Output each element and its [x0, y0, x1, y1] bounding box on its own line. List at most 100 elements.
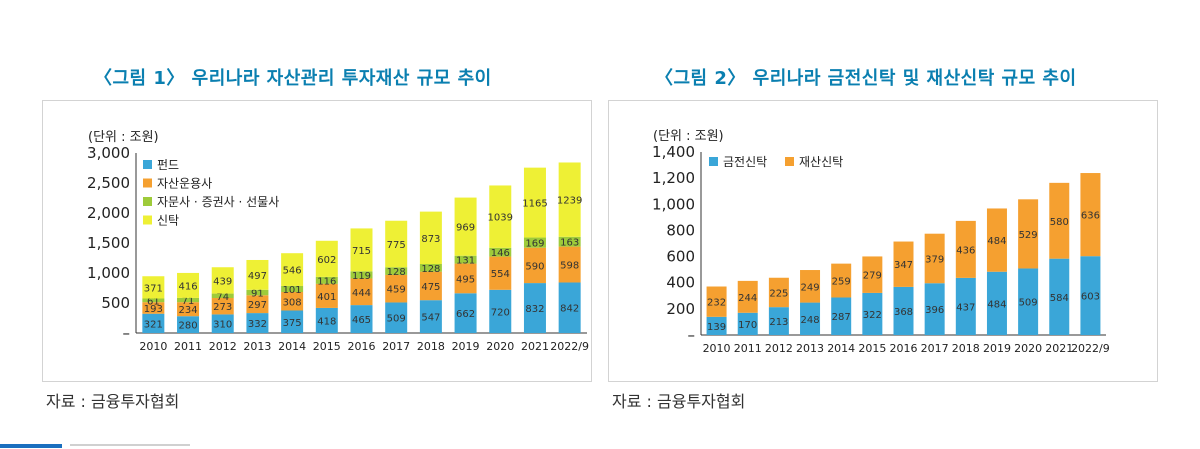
unit-label: (단위 : 조원)	[653, 129, 724, 144]
bar-segment	[350, 278, 373, 306]
bar-segment	[315, 283, 338, 308]
bar-segment	[177, 272, 200, 298]
x-tick-label: 2021	[521, 340, 549, 353]
bar-segment	[862, 292, 883, 335]
legend-swatch	[709, 157, 718, 166]
data-label: 232	[707, 298, 726, 309]
chart2-plot: (단위 : 조원) – 200 400 600 800 1,000 1,200 1,400 139…	[652, 129, 1110, 355]
chart1-title: 〈그림 1〉 우리나라 자산관리 투자재산 규모 추이	[94, 68, 492, 89]
bar-segment	[1080, 256, 1101, 335]
y-tick-label: –	[123, 324, 131, 342]
bar-segment	[315, 307, 338, 333]
y-tick-label: –	[688, 326, 696, 344]
bar-segment	[246, 259, 269, 290]
data-label: 347	[894, 260, 913, 271]
data-label: 584	[1050, 293, 1069, 304]
bar-segment	[419, 264, 442, 272]
data-label: 273	[213, 302, 232, 313]
x-tick-label: 2022/9	[550, 340, 589, 353]
bar-segment	[1049, 182, 1070, 259]
legend-swatch	[143, 178, 152, 188]
data-label: 119	[352, 271, 371, 282]
data-label: 465	[352, 315, 371, 326]
data-label: 297	[248, 300, 267, 311]
data-label: 321	[144, 319, 163, 330]
data-label: 832	[525, 304, 544, 315]
bar-segment	[924, 283, 945, 335]
data-label: 546	[283, 266, 302, 277]
bar-segment	[706, 286, 727, 317]
bar-segment	[955, 220, 976, 278]
x-tick-label: 2012	[209, 340, 237, 353]
x-tick-label: 2020	[1014, 342, 1042, 355]
data-label: 193	[144, 304, 163, 315]
bar-segment	[523, 237, 546, 248]
legend-label: 신탁	[157, 214, 179, 228]
bar-segment	[1018, 199, 1039, 269]
data-label: 146	[491, 248, 510, 259]
data-label: 475	[421, 282, 440, 293]
x-tick-label: 2010	[139, 340, 167, 353]
chart1-panel: (단위 : 조원) – 500 1,000 1,500 2,000 2,500 3,000 32…	[42, 100, 592, 382]
y-tick-label: 2,500	[87, 174, 130, 192]
y-tick-label: 500	[101, 294, 130, 312]
x-tick-label: 2015	[313, 340, 341, 353]
chart2-panel: (단위 : 조원) – 200 400 600 800 1,000 1,200 1,400 139…	[608, 100, 1158, 382]
chart1-source: 자료 : 금융투자협회	[46, 392, 180, 411]
x-tick-label: 2019	[983, 342, 1011, 355]
data-label: 416	[178, 281, 197, 292]
bar-segment	[211, 314, 234, 333]
bar-segment	[523, 247, 546, 284]
unit-label: (단위 : 조원)	[88, 130, 159, 145]
data-label: 775	[387, 240, 406, 251]
data-label: 580	[1050, 217, 1069, 228]
bar-segment	[1018, 268, 1039, 335]
x-tick-label: 2019	[452, 340, 480, 353]
y-tick-label: 800	[666, 221, 695, 239]
bar-segment	[862, 256, 883, 293]
bar-segment	[558, 236, 581, 247]
data-label: 495	[456, 274, 475, 285]
bar-segment	[246, 289, 269, 296]
bar-segment	[246, 313, 269, 333]
bar-segment	[177, 297, 200, 303]
data-label: 308	[283, 297, 302, 308]
data-label: 598	[560, 261, 579, 272]
legend-label: 자산운용사	[157, 177, 212, 191]
y-tick-label: 2,000	[87, 204, 130, 222]
bar-segment	[768, 307, 789, 335]
bar-segment	[142, 313, 165, 333]
data-label: 715	[352, 246, 371, 257]
data-label: 436	[956, 245, 975, 256]
x-tick-label: 2020	[486, 340, 514, 353]
bar-segment	[454, 197, 477, 256]
data-label: 259	[832, 277, 851, 288]
chart2-source: 자료 : 금융투자협회	[612, 392, 746, 411]
x-tick-label: 2015	[858, 342, 886, 355]
legend-swatch	[143, 215, 152, 225]
data-label: 375	[283, 318, 302, 329]
data-label: 71	[182, 296, 195, 307]
data-label: 91	[251, 289, 264, 300]
legend-label: 금전신탁	[723, 155, 767, 169]
data-label: 139	[707, 322, 726, 333]
legend-swatch	[143, 160, 152, 169]
data-label: 371	[144, 283, 163, 294]
bar-segment	[489, 247, 512, 257]
bar-segment	[955, 277, 976, 335]
bar-segment	[315, 240, 338, 277]
data-label: 554	[491, 269, 510, 280]
bar-segment	[211, 298, 234, 315]
legend-label: 펀드	[157, 158, 179, 172]
bar-segment	[558, 282, 581, 333]
bar-segment	[831, 263, 852, 298]
bar-segment	[489, 256, 512, 290]
data-label: 379	[925, 254, 944, 265]
data-label: 418	[317, 316, 336, 327]
bar-segment	[706, 316, 727, 335]
bar-segment	[385, 302, 408, 333]
data-label: 234	[178, 305, 197, 316]
bar-segment	[246, 295, 269, 314]
data-label: 1239	[557, 196, 582, 207]
data-label: 439	[213, 276, 232, 287]
